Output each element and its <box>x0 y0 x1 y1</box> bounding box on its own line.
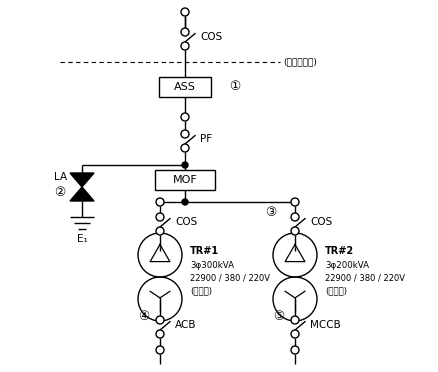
Text: COS: COS <box>200 32 222 42</box>
Circle shape <box>291 227 299 235</box>
Circle shape <box>181 28 189 36</box>
Text: ②: ② <box>54 186 65 199</box>
FancyBboxPatch shape <box>159 77 211 97</box>
Text: ASS: ASS <box>174 82 196 92</box>
Circle shape <box>291 316 299 324</box>
Circle shape <box>181 8 189 16</box>
Text: COS: COS <box>175 217 197 227</box>
Circle shape <box>291 346 299 354</box>
Text: MOF: MOF <box>173 175 198 185</box>
Text: (첵임분계점): (첵임분계점) <box>283 58 317 67</box>
FancyBboxPatch shape <box>155 170 215 190</box>
Polygon shape <box>70 173 94 187</box>
Polygon shape <box>70 187 94 201</box>
Text: E₁: E₁ <box>77 234 87 244</box>
Circle shape <box>291 330 299 338</box>
Circle shape <box>181 144 189 152</box>
Text: 3φ200kVA: 3φ200kVA <box>325 260 369 269</box>
Circle shape <box>182 199 188 205</box>
Circle shape <box>156 198 164 206</box>
Circle shape <box>156 316 164 324</box>
Circle shape <box>182 162 188 168</box>
Circle shape <box>181 113 189 121</box>
Text: ACB: ACB <box>175 320 197 330</box>
Text: (동력용): (동력용) <box>190 286 212 295</box>
Text: ③: ③ <box>265 206 276 219</box>
Circle shape <box>156 330 164 338</box>
Text: LA: LA <box>54 172 67 182</box>
Text: COS: COS <box>310 217 332 227</box>
Circle shape <box>181 130 189 138</box>
Circle shape <box>156 213 164 221</box>
Circle shape <box>181 42 189 50</box>
Circle shape <box>291 198 299 206</box>
Circle shape <box>156 346 164 354</box>
Circle shape <box>291 213 299 221</box>
Text: PF: PF <box>200 134 212 144</box>
Text: 22900 / 380 / 220V: 22900 / 380 / 220V <box>325 273 405 282</box>
Text: ①: ① <box>229 80 240 93</box>
Text: TR#1: TR#1 <box>190 246 219 256</box>
Text: (전등용): (전등용) <box>325 286 347 295</box>
Text: 22900 / 380 / 220V: 22900 / 380 / 220V <box>190 273 270 282</box>
Text: ④: ④ <box>138 310 149 323</box>
Text: MCCB: MCCB <box>310 320 341 330</box>
Text: 3φ300kVA: 3φ300kVA <box>190 260 234 269</box>
Circle shape <box>156 227 164 235</box>
Text: ⑤: ⑤ <box>273 310 284 323</box>
Text: TR#2: TR#2 <box>325 246 354 256</box>
